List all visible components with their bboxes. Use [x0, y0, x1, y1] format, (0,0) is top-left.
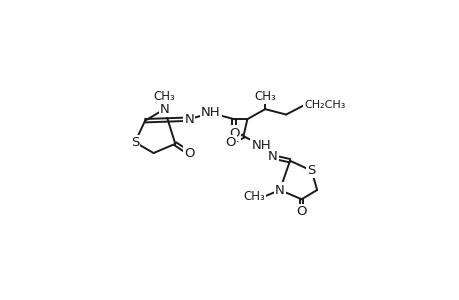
Text: CH₃: CH₃ — [243, 190, 265, 203]
Text: S: S — [130, 136, 139, 149]
Text: CH₂CH₃: CH₂CH₃ — [303, 100, 345, 110]
Text: N: N — [268, 150, 277, 164]
Text: S: S — [307, 164, 315, 177]
Text: NH: NH — [251, 139, 270, 152]
Text: CH₃: CH₃ — [153, 90, 175, 103]
Text: O: O — [184, 146, 194, 160]
Text: O: O — [296, 205, 306, 218]
Text: CH₃: CH₃ — [254, 90, 275, 103]
Text: N: N — [159, 103, 169, 116]
Text: O: O — [229, 127, 239, 140]
Text: N: N — [184, 113, 194, 126]
Text: NH: NH — [201, 106, 220, 119]
Text: N: N — [274, 184, 284, 196]
Text: O: O — [224, 136, 235, 149]
